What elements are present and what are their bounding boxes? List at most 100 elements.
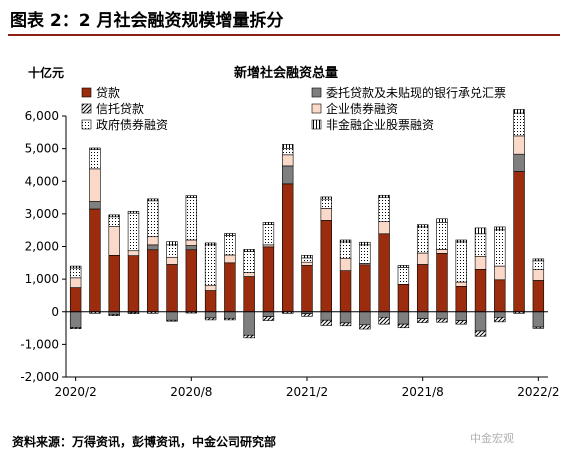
bar-segment-5-2021-5 [359, 244, 371, 264]
bar-segment-4-2021-8 [416, 252, 429, 265]
legend-label: 委托贷款及未贴现的银行承兑汇票 [326, 85, 506, 100]
bar-segment-6-2020-4 [108, 214, 120, 218]
bar-segment-2-2020-7 [166, 311, 178, 321]
y-tick-label: 5,000 [25, 142, 59, 156]
bar-segment-4-2020-9 [204, 285, 217, 291]
x-axis: 2020/2 2020/8 2021/2 2021/8 2022/2 [55, 311, 559, 399]
y-tick-label: 2,000 [25, 240, 59, 254]
bar-segment-6-2020-8 [185, 195, 198, 198]
bar-segment-1-2022-1 [513, 171, 525, 313]
bar-segment-4-2020-3 [89, 168, 101, 202]
figure-title: 图表 2：2 月社会融资规模增量拆分 [10, 11, 284, 31]
bar-segment-1-2022-2 [532, 280, 545, 313]
bar-segment-1-2021-3 [320, 220, 332, 313]
bar-segment-4-2022-1 [513, 135, 525, 155]
legend-label: 贷款 [96, 86, 120, 100]
bar-segment-5-2020-7 [166, 244, 178, 258]
bar-segment-1-2020-11 [243, 276, 255, 313]
bar-segment-3-2020-12 [262, 316, 275, 321]
bar-segment-3-2021-6 [378, 316, 390, 325]
bar-segment-4-2021-10 [455, 281, 467, 287]
bar-segment-4-2021-9 [436, 249, 448, 254]
bar-segment-5-2020-4 [108, 216, 120, 227]
bar-segment-6-2021-12 [494, 226, 506, 231]
bar-segment-2-2021-8 [416, 311, 429, 319]
bar-segment-5-2021-7 [397, 267, 410, 285]
y-tick-label: 6,000 [25, 109, 59, 123]
bar-segment-1-2020-10 [224, 262, 236, 313]
bar-segment-4-2022-2 [532, 269, 545, 281]
bar-segment-5-2021-8 [416, 226, 429, 254]
bar-segment-6-2020-2 [69, 265, 82, 269]
chart-title: 新增社会融资总量 [234, 65, 338, 81]
bar-segment-1-2020-6 [147, 249, 159, 313]
bar-segment-1-2021-10 [455, 286, 467, 313]
bar-segment-2-2020-3 [89, 201, 101, 210]
bar-segment-3-2021-4 [339, 322, 352, 327]
bar-segment-6-2021-7 [397, 265, 410, 268]
bar-segment-6-2020-9 [204, 242, 217, 246]
bar-segment-1-2021-11 [474, 269, 487, 313]
bar-segment-1-2021-4 [339, 270, 352, 313]
bar-segment-4-2021-4 [339, 257, 352, 271]
bar-segment-1-2021-5 [359, 264, 371, 313]
bar-segment-3-2021-2 [301, 313, 313, 317]
bar-segment-5-2021-6 [378, 196, 390, 223]
legend-swatch [81, 87, 92, 98]
bar-segment-2-2021-4 [339, 311, 352, 324]
bar-segment-5-2020-12 [262, 224, 275, 246]
bar-segment-1-2021-8 [416, 264, 429, 313]
bar-segment-4-2020-4 [108, 226, 120, 256]
bar-segment-5-2020-3 [89, 148, 101, 170]
bar-segment-6-2020-6 [147, 198, 159, 202]
bar-segment-6-2021-11 [474, 227, 487, 235]
bar-segment-1-2020-3 [89, 208, 101, 313]
bar-segment-2-2020-6 [147, 244, 159, 251]
bar-segment-6-2022-1 [513, 109, 525, 114]
bar-segment-2-2021-9 [436, 311, 448, 320]
bar-segment-6-2022-2 [532, 258, 545, 262]
bar-segment-1-2021-1 [282, 183, 294, 313]
bar-segment-1-2021-2 [301, 265, 313, 313]
bar-segment-5-2020-2 [69, 267, 82, 279]
bar-segment-6-2021-6 [378, 194, 390, 198]
bar-segment-5-2021-2 [301, 257, 313, 263]
bar-segment-6-2020-7 [166, 241, 178, 246]
bar-segment-3-2020-7 [166, 319, 178, 322]
x-tick-label: 2021/2 [286, 385, 328, 399]
y-tick-label: 0 [51, 305, 59, 319]
bar-segment-2-2021-5 [359, 311, 371, 326]
legend-label: 政府债券融资 [96, 117, 168, 132]
bar-segment-6-2020-3 [89, 147, 101, 150]
bar-segment-4-2020-11 [243, 272, 255, 277]
source-note: 资料来源：万得资讯，彭博资讯，中金公司研究部 [12, 435, 277, 449]
bar-segment-6-2021-4 [339, 239, 352, 243]
bar-segment-1-2021-7 [397, 284, 410, 313]
bar-segment-4-2020-7 [166, 256, 178, 265]
bar-segment-5-2021-11 [474, 233, 487, 257]
bar-segment-3-2021-8 [416, 318, 429, 323]
bar-segment-6-2020-12 [262, 222, 275, 225]
bar-segment-6-2021-8 [416, 224, 429, 228]
legend-label: 企业债券融资 [326, 101, 398, 116]
x-tick-label: 2021/8 [402, 385, 444, 399]
bar-segment-1-2020-9 [204, 290, 217, 313]
bar-segment-4-2020-8 [185, 239, 198, 246]
bar-segment-1-2021-6 [378, 233, 390, 313]
bar-segment-5-2021-3 [320, 198, 332, 209]
bar-segment-5-2021-9 [436, 222, 448, 250]
bar-segment-4-2021-3 [320, 208, 332, 221]
bar-segment-5-2021-4 [339, 241, 352, 259]
bar-segment-6-2021-10 [455, 239, 467, 243]
bar-segment-3-2021-7 [397, 323, 410, 329]
bar-segment-5-2020-6 [147, 200, 159, 238]
bar-segment-2-2020-2 [69, 311, 82, 328]
bar-segment-1-2020-12 [262, 246, 275, 313]
bar-segment-3-2021-10 [455, 320, 467, 325]
bar-segment-2-2020-9 [204, 311, 217, 319]
bar-segment-5-2020-8 [185, 197, 198, 241]
bar-segment-4-2021-1 [282, 154, 294, 167]
bar-segment-2-2020-11 [243, 311, 255, 336]
legend-swatch [311, 119, 322, 130]
bar-segment-5-2021-1 [282, 147, 294, 156]
